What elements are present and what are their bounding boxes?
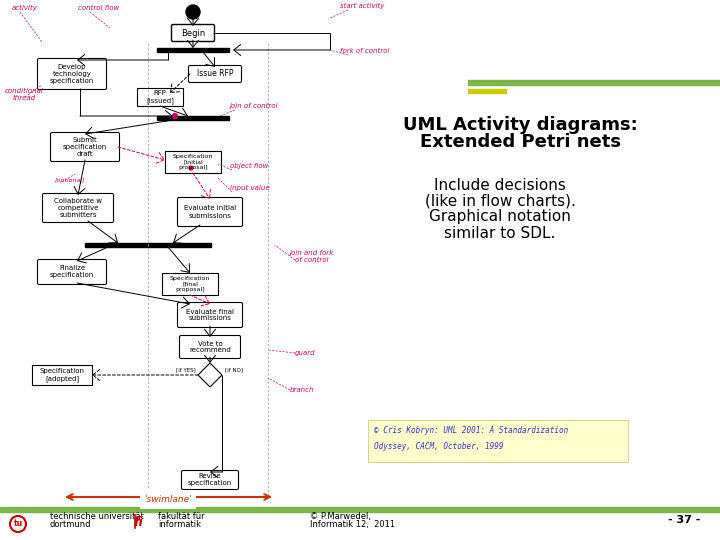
Text: conditional
thread: conditional thread xyxy=(5,88,44,101)
Bar xyxy=(0,507,720,512)
Text: similar to SDL.: similar to SDL. xyxy=(444,226,556,240)
Text: Extended Petri nets: Extended Petri nets xyxy=(420,133,621,151)
FancyBboxPatch shape xyxy=(179,335,240,359)
Text: Specification
[adopted]: Specification [adopted] xyxy=(40,368,84,382)
FancyBboxPatch shape xyxy=(178,198,243,226)
FancyBboxPatch shape xyxy=(368,420,628,462)
Circle shape xyxy=(10,516,26,532)
Bar xyxy=(85,243,211,247)
Bar xyxy=(157,48,229,52)
Text: start activity: start activity xyxy=(340,3,384,9)
FancyBboxPatch shape xyxy=(162,273,218,295)
Text: [optional]: [optional] xyxy=(55,178,86,183)
Text: guard: guard xyxy=(295,350,315,356)
Text: branch: branch xyxy=(290,387,315,393)
Text: Begin: Begin xyxy=(181,29,205,37)
Text: Informatik 12,  2011: Informatik 12, 2011 xyxy=(310,520,395,529)
Bar xyxy=(157,116,229,120)
Text: Revise
specification: Revise specification xyxy=(188,474,232,487)
FancyBboxPatch shape xyxy=(37,58,107,90)
Text: 'swimlane': 'swimlane' xyxy=(144,495,192,504)
Text: RFP
[issued]: RFP [issued] xyxy=(146,90,174,104)
FancyBboxPatch shape xyxy=(37,260,107,285)
Text: Finalize
specification: Finalize specification xyxy=(50,266,94,279)
Text: tu: tu xyxy=(14,519,22,529)
Circle shape xyxy=(189,166,193,170)
Text: dortmund: dortmund xyxy=(50,520,91,529)
FancyBboxPatch shape xyxy=(181,470,238,489)
Bar xyxy=(468,80,720,85)
Text: Evaluate initial
submissions: Evaluate initial submissions xyxy=(184,206,236,219)
Text: Odyssey, CACM, October, 1999: Odyssey, CACM, October, 1999 xyxy=(374,442,503,451)
Text: fork of control: fork of control xyxy=(340,48,390,54)
Bar xyxy=(468,89,506,93)
Text: Develop
technology
specification: Develop technology specification xyxy=(50,64,94,84)
Circle shape xyxy=(186,5,200,19)
Text: join and fork
of control: join and fork of control xyxy=(290,250,334,263)
Text: input value: input value xyxy=(230,185,269,191)
Text: fi: fi xyxy=(133,516,143,529)
FancyBboxPatch shape xyxy=(165,151,221,173)
Text: control flow: control flow xyxy=(78,5,120,11)
Text: activity: activity xyxy=(12,5,38,11)
Text: Specification
[final
proposal]: Specification [final proposal] xyxy=(170,276,210,292)
Text: informatik: informatik xyxy=(158,520,201,529)
Text: Specification
[initial
proposal]: Specification [initial proposal] xyxy=(173,154,213,170)
FancyBboxPatch shape xyxy=(50,132,120,161)
FancyBboxPatch shape xyxy=(171,24,215,42)
FancyBboxPatch shape xyxy=(137,88,183,106)
Text: © P.Marwedel,: © P.Marwedel, xyxy=(310,512,371,521)
FancyBboxPatch shape xyxy=(178,302,243,327)
Text: Include decisions: Include decisions xyxy=(434,178,566,192)
Text: technische universität: technische universität xyxy=(50,512,144,521)
Text: [if YES]: [if YES] xyxy=(176,367,196,372)
Text: (like in flow charts).: (like in flow charts). xyxy=(425,193,575,208)
Text: Issue RFP: Issue RFP xyxy=(197,70,233,78)
Text: [if NO]: [if NO] xyxy=(225,367,243,372)
Text: fakultät für: fakultät für xyxy=(158,512,204,521)
Text: Submit
specification
draft: Submit specification draft xyxy=(63,137,107,157)
Text: Evaluate final
submissions: Evaluate final submissions xyxy=(186,308,234,321)
Text: join of control: join of control xyxy=(230,103,279,109)
FancyBboxPatch shape xyxy=(189,65,241,83)
Polygon shape xyxy=(198,363,222,387)
Text: - 37 -: - 37 - xyxy=(667,515,700,525)
Circle shape xyxy=(173,113,178,118)
Text: © Cris Kobryn: UML 2001: A Standardization: © Cris Kobryn: UML 2001: A Standardizati… xyxy=(374,426,568,435)
Text: Vote to
recommend: Vote to recommend xyxy=(189,341,231,354)
Text: Graphical notation: Graphical notation xyxy=(429,210,571,225)
Text: Collaborate w
competitive
submitters: Collaborate w competitive submitters xyxy=(54,198,102,218)
FancyBboxPatch shape xyxy=(32,365,92,385)
Text: UML Activity diagrams:: UML Activity diagrams: xyxy=(402,116,637,134)
Text: object flow: object flow xyxy=(230,163,269,169)
FancyBboxPatch shape xyxy=(42,193,114,222)
